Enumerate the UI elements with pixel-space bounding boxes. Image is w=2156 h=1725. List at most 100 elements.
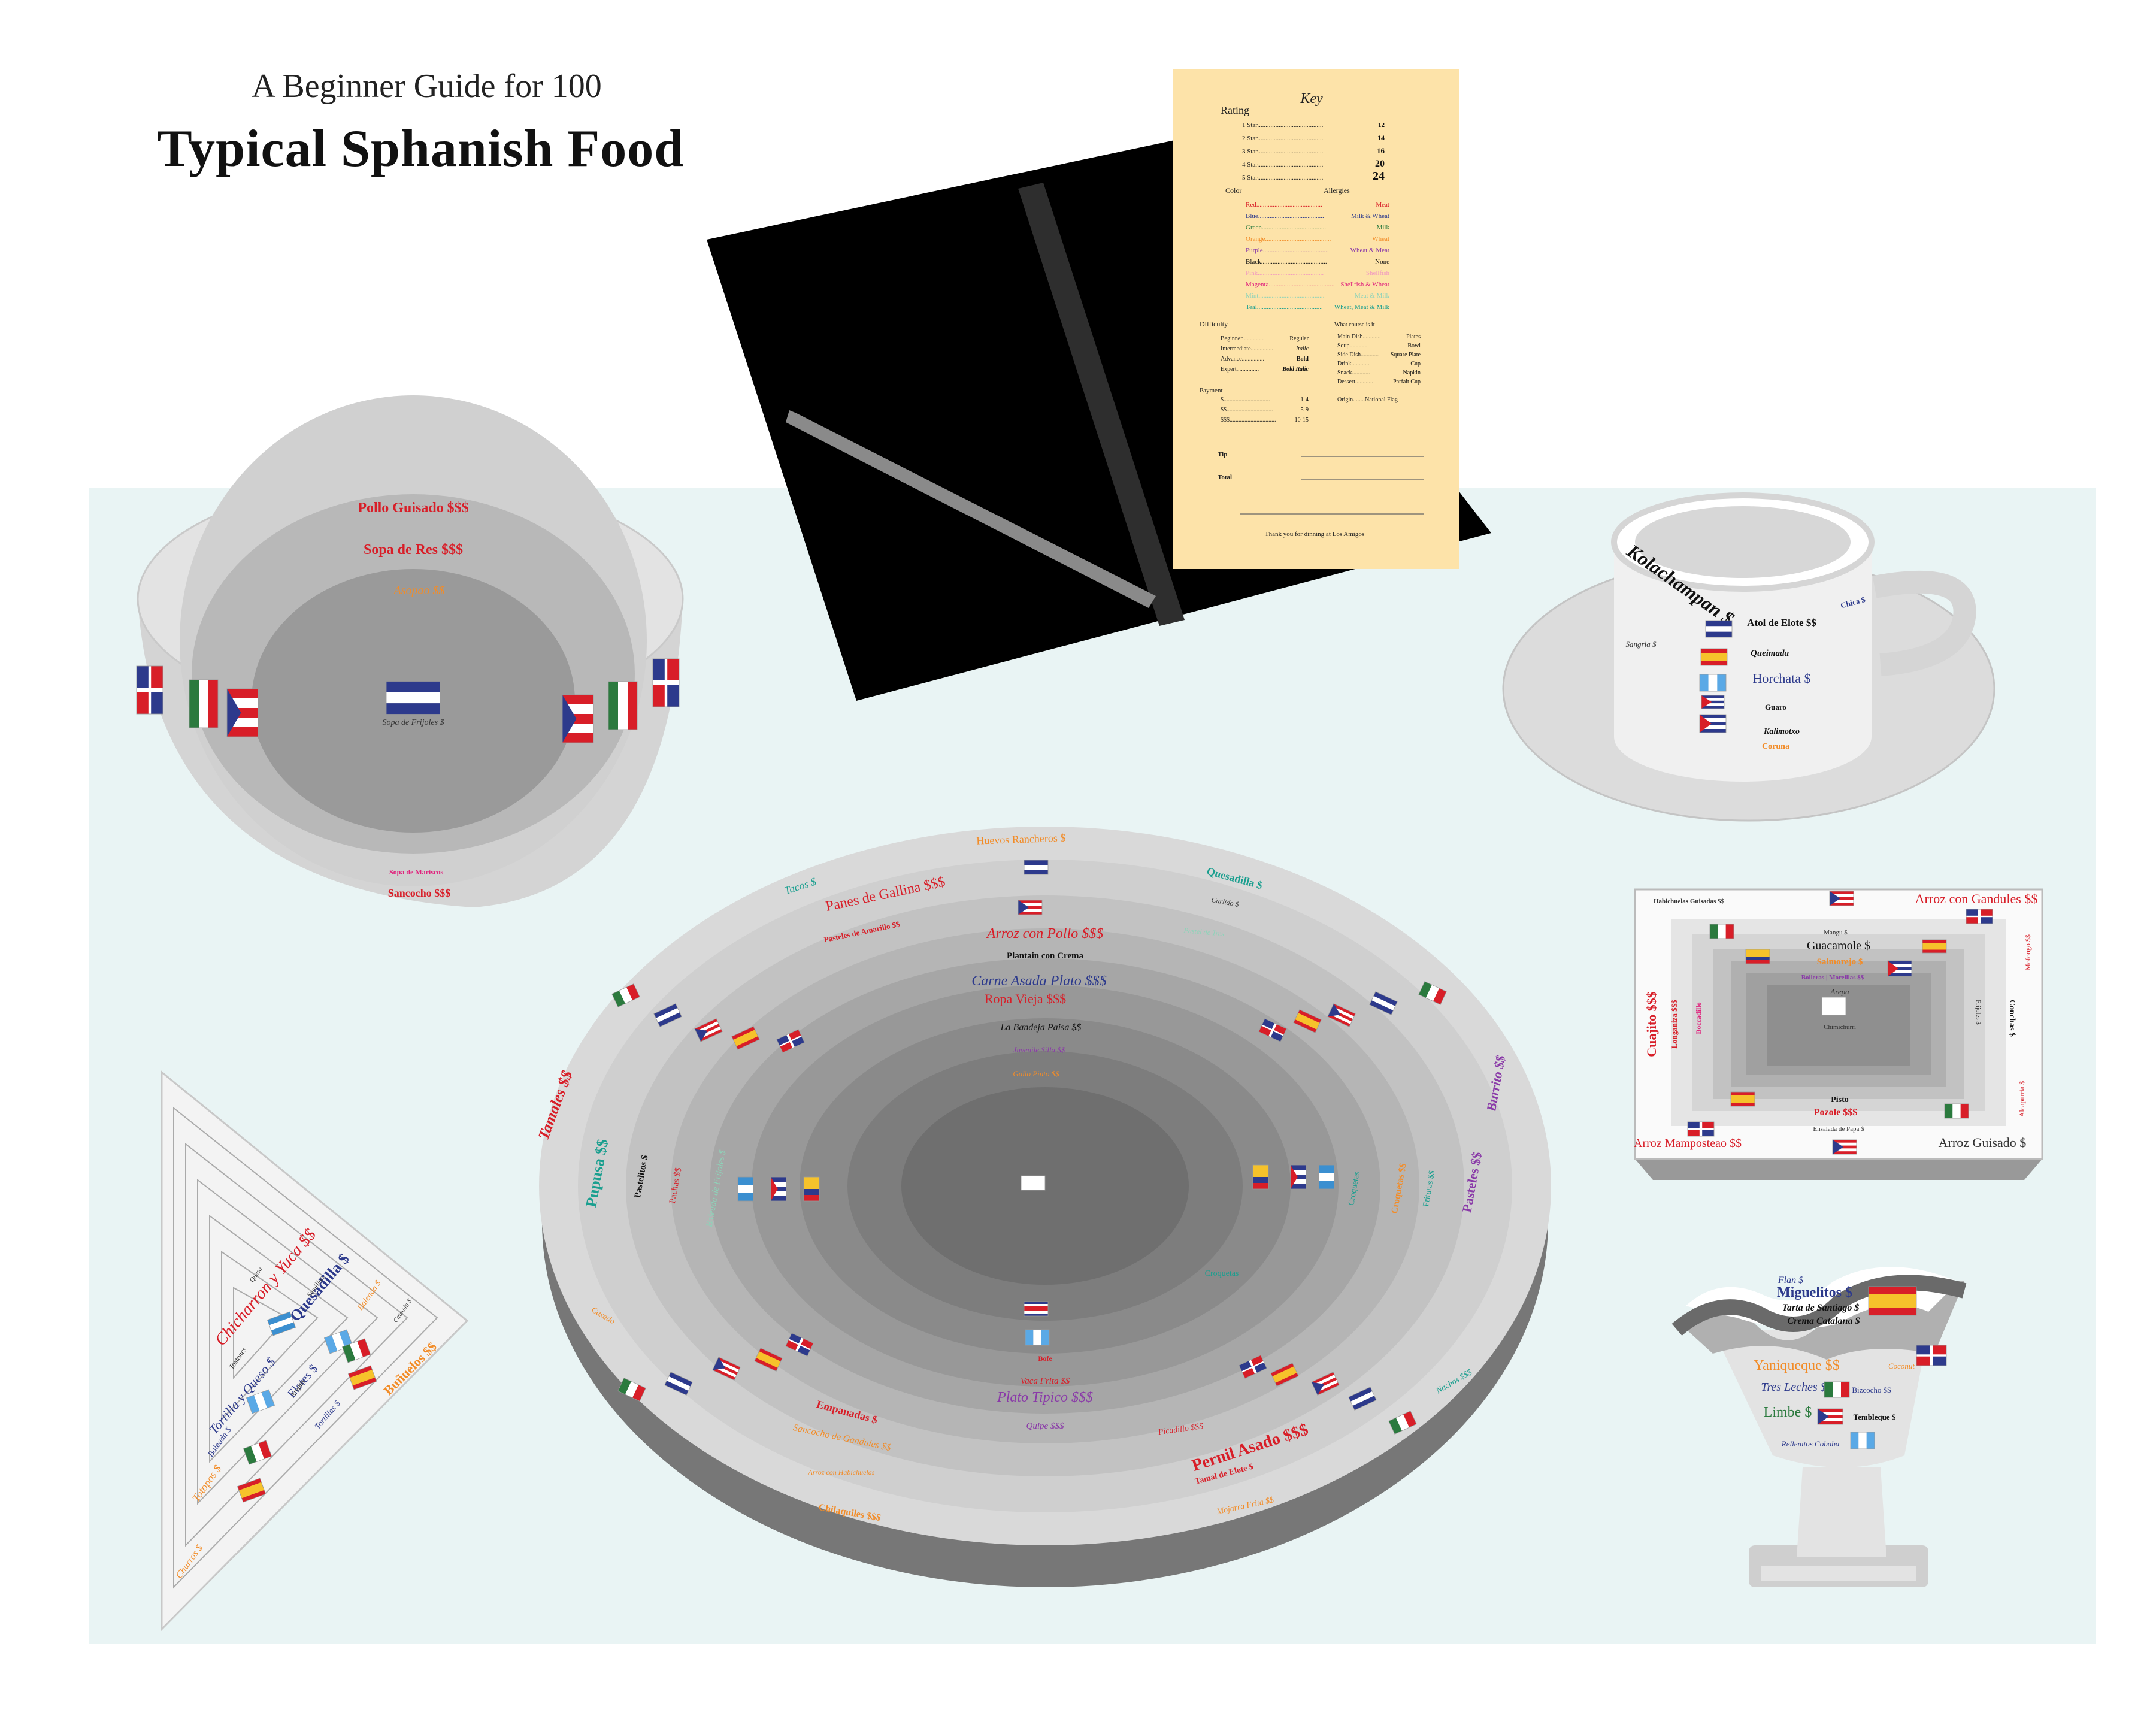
tray-item-17: Mofongo $$ [2024, 934, 2032, 970]
plate-item-26: Bofe [1038, 1354, 1052, 1363]
key-course-value: Plates [1406, 334, 1421, 340]
tray-item-5: Salmorejo $ [1817, 957, 1863, 967]
tray-item-11: Ensalada de Papa $ [1813, 1125, 1864, 1133]
key-difficulty-label: Difficulty [1200, 320, 1228, 328]
flag-mexico-icon [1418, 981, 1447, 1005]
flag-blank-icon [1821, 997, 1846, 1016]
tray-item-3: Mangu $ [1824, 929, 1848, 936]
plate-item-10: Carne Asada Plato $$$ [971, 973, 1107, 989]
key-rating-label-item: 3 Star..................................… [1242, 148, 1324, 155]
cup-item-9: Coruna [1762, 742, 1789, 751]
cup-item-5: Queimada [1751, 649, 1789, 658]
key-course-value: Square Plate [1391, 352, 1421, 358]
plate-item-39: Croquetas [1205, 1269, 1239, 1278]
flag-spain-icon [1293, 1009, 1322, 1033]
key-difficulty-name: Beginner............... [1221, 335, 1265, 342]
key-course-value: Bowl [1407, 343, 1421, 349]
flag-nicaragua-icon [1348, 1387, 1377, 1411]
flag-spain-icon [1868, 1286, 1917, 1316]
tray-item-20: Alcapurria $ [2018, 1081, 2026, 1117]
flag-blank-icon [1021, 1175, 1046, 1191]
parfait-item-9: Limbe $ [1764, 1405, 1812, 1420]
key-origin-label: Origin. ......National Flag [1337, 397, 1398, 403]
key-difficulty-value: Regular [1289, 335, 1309, 342]
key-rating-label-item: 4 Star..................................… [1242, 161, 1324, 168]
flag-spain-icon [1730, 1091, 1755, 1107]
flag-cuba-icon [1290, 1164, 1307, 1190]
cup-item-6: Horchata $ [1752, 671, 1810, 686]
cup-item-4: Sangria $ [1626, 640, 1657, 649]
key-rating-value: 24 [1373, 170, 1385, 183]
key-payment-name: $$............................... [1221, 407, 1273, 413]
flag-cuba-icon [1887, 960, 1912, 977]
flag-spain-icon [731, 1026, 760, 1050]
key-color-value: Meat & Milk [1355, 292, 1390, 299]
key-color-name: Teal....................................… [1246, 304, 1323, 311]
flag-dominican-icon [1966, 909, 1993, 924]
flag-mexico-icon [1709, 924, 1734, 939]
plate-item-9: Plantain con Crema [1007, 951, 1084, 961]
key-color-value: Wheat [1372, 235, 1389, 243]
tray-item-9: Pisto [1831, 1095, 1849, 1104]
cup-and-saucer: Kolachampan $ Atol de Elote $$Chica $Sang… [1502, 492, 1995, 822]
page-title: Typical Sphanish Food [157, 120, 685, 178]
plate-item-14: Gallo Pinto $$ [1013, 1069, 1059, 1078]
key-difficulty-value: Bold Italic [1282, 366, 1309, 373]
key-tip-label: Tip [1218, 451, 1227, 458]
tray-item-2: Arroz con Gandules $$ [1915, 891, 2038, 906]
parfait-item-1: Flan $ [1778, 1275, 1803, 1285]
key-color-name: Red.....................................… [1246, 201, 1322, 208]
flag-costarica-icon [1024, 1301, 1049, 1317]
key-course-name: Drink............ [1337, 361, 1369, 367]
bowl-item-3: Asopao $$ [393, 584, 445, 597]
key-color-value: Wheat & Meat [1350, 247, 1389, 254]
flag-mexico-icon [611, 983, 640, 1007]
flag-honduras-icon [267, 1311, 296, 1336]
parfait-item-6: Coconut [1888, 1361, 1915, 1370]
flag-spain-icon [1700, 648, 1728, 666]
flag-guatemala-icon [246, 1389, 275, 1414]
key-rating-label-item: 2 Star..................................… [1242, 135, 1324, 142]
parfait-item-3: Tarta de Santiago $ [1782, 1303, 1860, 1313]
flag-puertorico-icon [1829, 891, 1854, 906]
flag-spain-icon [1270, 1363, 1299, 1387]
tray-item-1: Habichuelas Guisadas $$ [1654, 898, 1724, 905]
flag-mexico-icon [341, 1338, 371, 1363]
key-color-name: Magenta.................................… [1246, 281, 1335, 288]
key-color-name: Purple..................................… [1246, 247, 1329, 254]
key-rating-value: 12 [1378, 122, 1385, 129]
key-color-name: Mint....................................… [1246, 292, 1325, 299]
flag-mexico-icon [243, 1440, 272, 1465]
flag-cuba-icon [1699, 714, 1727, 733]
key-color-name: Orange..................................… [1246, 235, 1331, 243]
flag-puertorico-icon [1311, 1372, 1340, 1396]
key-difficulty-value: Bold [1297, 356, 1309, 362]
bowl-item-5: Sopa de Mariscos [389, 868, 443, 876]
flag-dominican-icon [1916, 1345, 1947, 1366]
flag-guatemala-icon [1699, 674, 1727, 692]
flag-dominican-icon [785, 1333, 814, 1357]
plate-item-32: Arroz con Habichuelas [808, 1468, 875, 1476]
key-course-name: Dessert............ [1337, 379, 1373, 385]
flag-mexico-icon [1824, 1381, 1850, 1398]
key-course-name: Soup............ [1337, 343, 1368, 349]
parfait-item-2: Miguelitos $ [1777, 1285, 1852, 1300]
key-difficulty-name: Intermediate............... [1221, 346, 1273, 352]
flag-mexico-icon [1944, 1103, 1969, 1119]
cup-item-8: Kalimotxo [1763, 727, 1800, 736]
tray-item-4: Guacamole $ [1807, 939, 1870, 952]
flag-venezuela-icon [1252, 1164, 1269, 1190]
key-course-name: Main Dish............ [1337, 334, 1381, 340]
key-payment-value: 5-9 [1301, 407, 1309, 413]
tray-item-12: Arroz Mamposteao $$ [1634, 1137, 1742, 1150]
parfait-item-4: Crema Catalana $ [1788, 1316, 1860, 1326]
flag-guatemala-icon [323, 1329, 353, 1354]
key-payment-name: $............................... [1221, 397, 1270, 403]
key-total-label: Total [1218, 474, 1232, 481]
plate-item-8: Arroz con Pollo $$$ [986, 926, 1103, 942]
flag-puertorico-icon [562, 694, 594, 743]
flag-nicaragua-icon [1369, 991, 1398, 1015]
flag-cuba-icon [770, 1176, 787, 1202]
